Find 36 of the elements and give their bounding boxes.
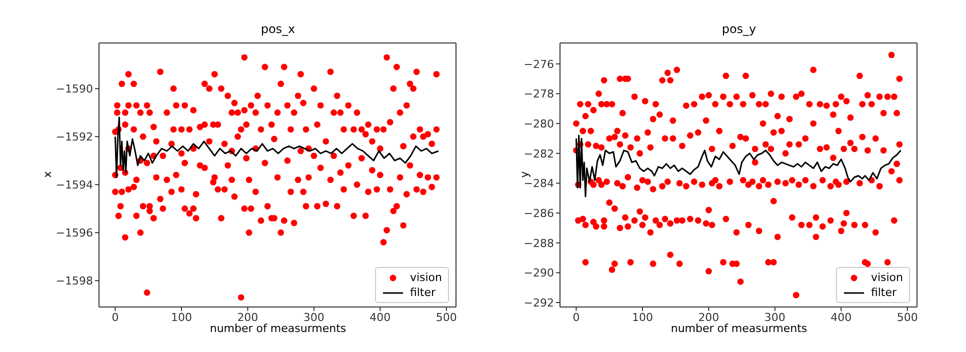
chart-title: pos_y bbox=[720, 22, 758, 36]
x-tick-label: 500 bbox=[896, 310, 918, 324]
y-tick-label: −278 bbox=[524, 88, 554, 101]
x-tick-label: 400 bbox=[830, 310, 852, 324]
legend-label: filter bbox=[870, 286, 897, 299]
y-tick-label: −280 bbox=[524, 117, 554, 130]
x-tick-label: 500 bbox=[436, 310, 457, 324]
y-tick-label: −282 bbox=[524, 147, 554, 160]
x-tick-label: 200 bbox=[237, 310, 258, 324]
y-axis-title: y bbox=[518, 171, 531, 178]
y-tick-label: −1592 bbox=[56, 130, 93, 144]
x-tick-label: 400 bbox=[370, 310, 391, 324]
x-tick-label: 300 bbox=[303, 310, 324, 324]
y-tick-label: −1596 bbox=[56, 226, 93, 240]
chart-title: pos_x bbox=[260, 22, 296, 36]
x-tick-label: 300 bbox=[764, 310, 786, 324]
x-axis-title: number of measurments bbox=[670, 322, 808, 335]
legend-label: vision bbox=[410, 271, 442, 284]
y-tick-label: −284 bbox=[524, 177, 554, 190]
y-tick-label: −288 bbox=[524, 236, 554, 250]
legend-label: vision bbox=[870, 271, 903, 284]
y-tick-label: −1590 bbox=[56, 82, 93, 96]
x-tick-label: 100 bbox=[632, 310, 653, 324]
x-axis-title: number of measurments bbox=[208, 322, 348, 335]
y-tick-label: −290 bbox=[524, 266, 554, 280]
x-tick-label: 200 bbox=[698, 310, 720, 324]
y-tick-label: −286 bbox=[524, 206, 554, 220]
x-tick-label: 0 bbox=[112, 310, 119, 324]
y-tick-label: −276 bbox=[524, 58, 554, 71]
y-tick-label: −1594 bbox=[56, 178, 93, 192]
x-tick-label: 0 bbox=[572, 310, 580, 324]
legend-label: filter bbox=[410, 286, 436, 299]
y-axis-title: x bbox=[40, 171, 54, 178]
y-tick-label: −292 bbox=[524, 296, 554, 310]
y-tick-label: −1598 bbox=[56, 274, 93, 288]
x-tick-label: 100 bbox=[170, 310, 192, 324]
